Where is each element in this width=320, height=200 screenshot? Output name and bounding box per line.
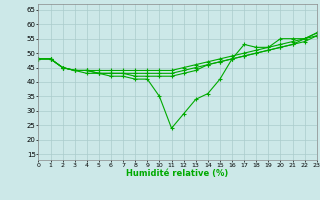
X-axis label: Humidité relative (%): Humidité relative (%) [126, 169, 229, 178]
